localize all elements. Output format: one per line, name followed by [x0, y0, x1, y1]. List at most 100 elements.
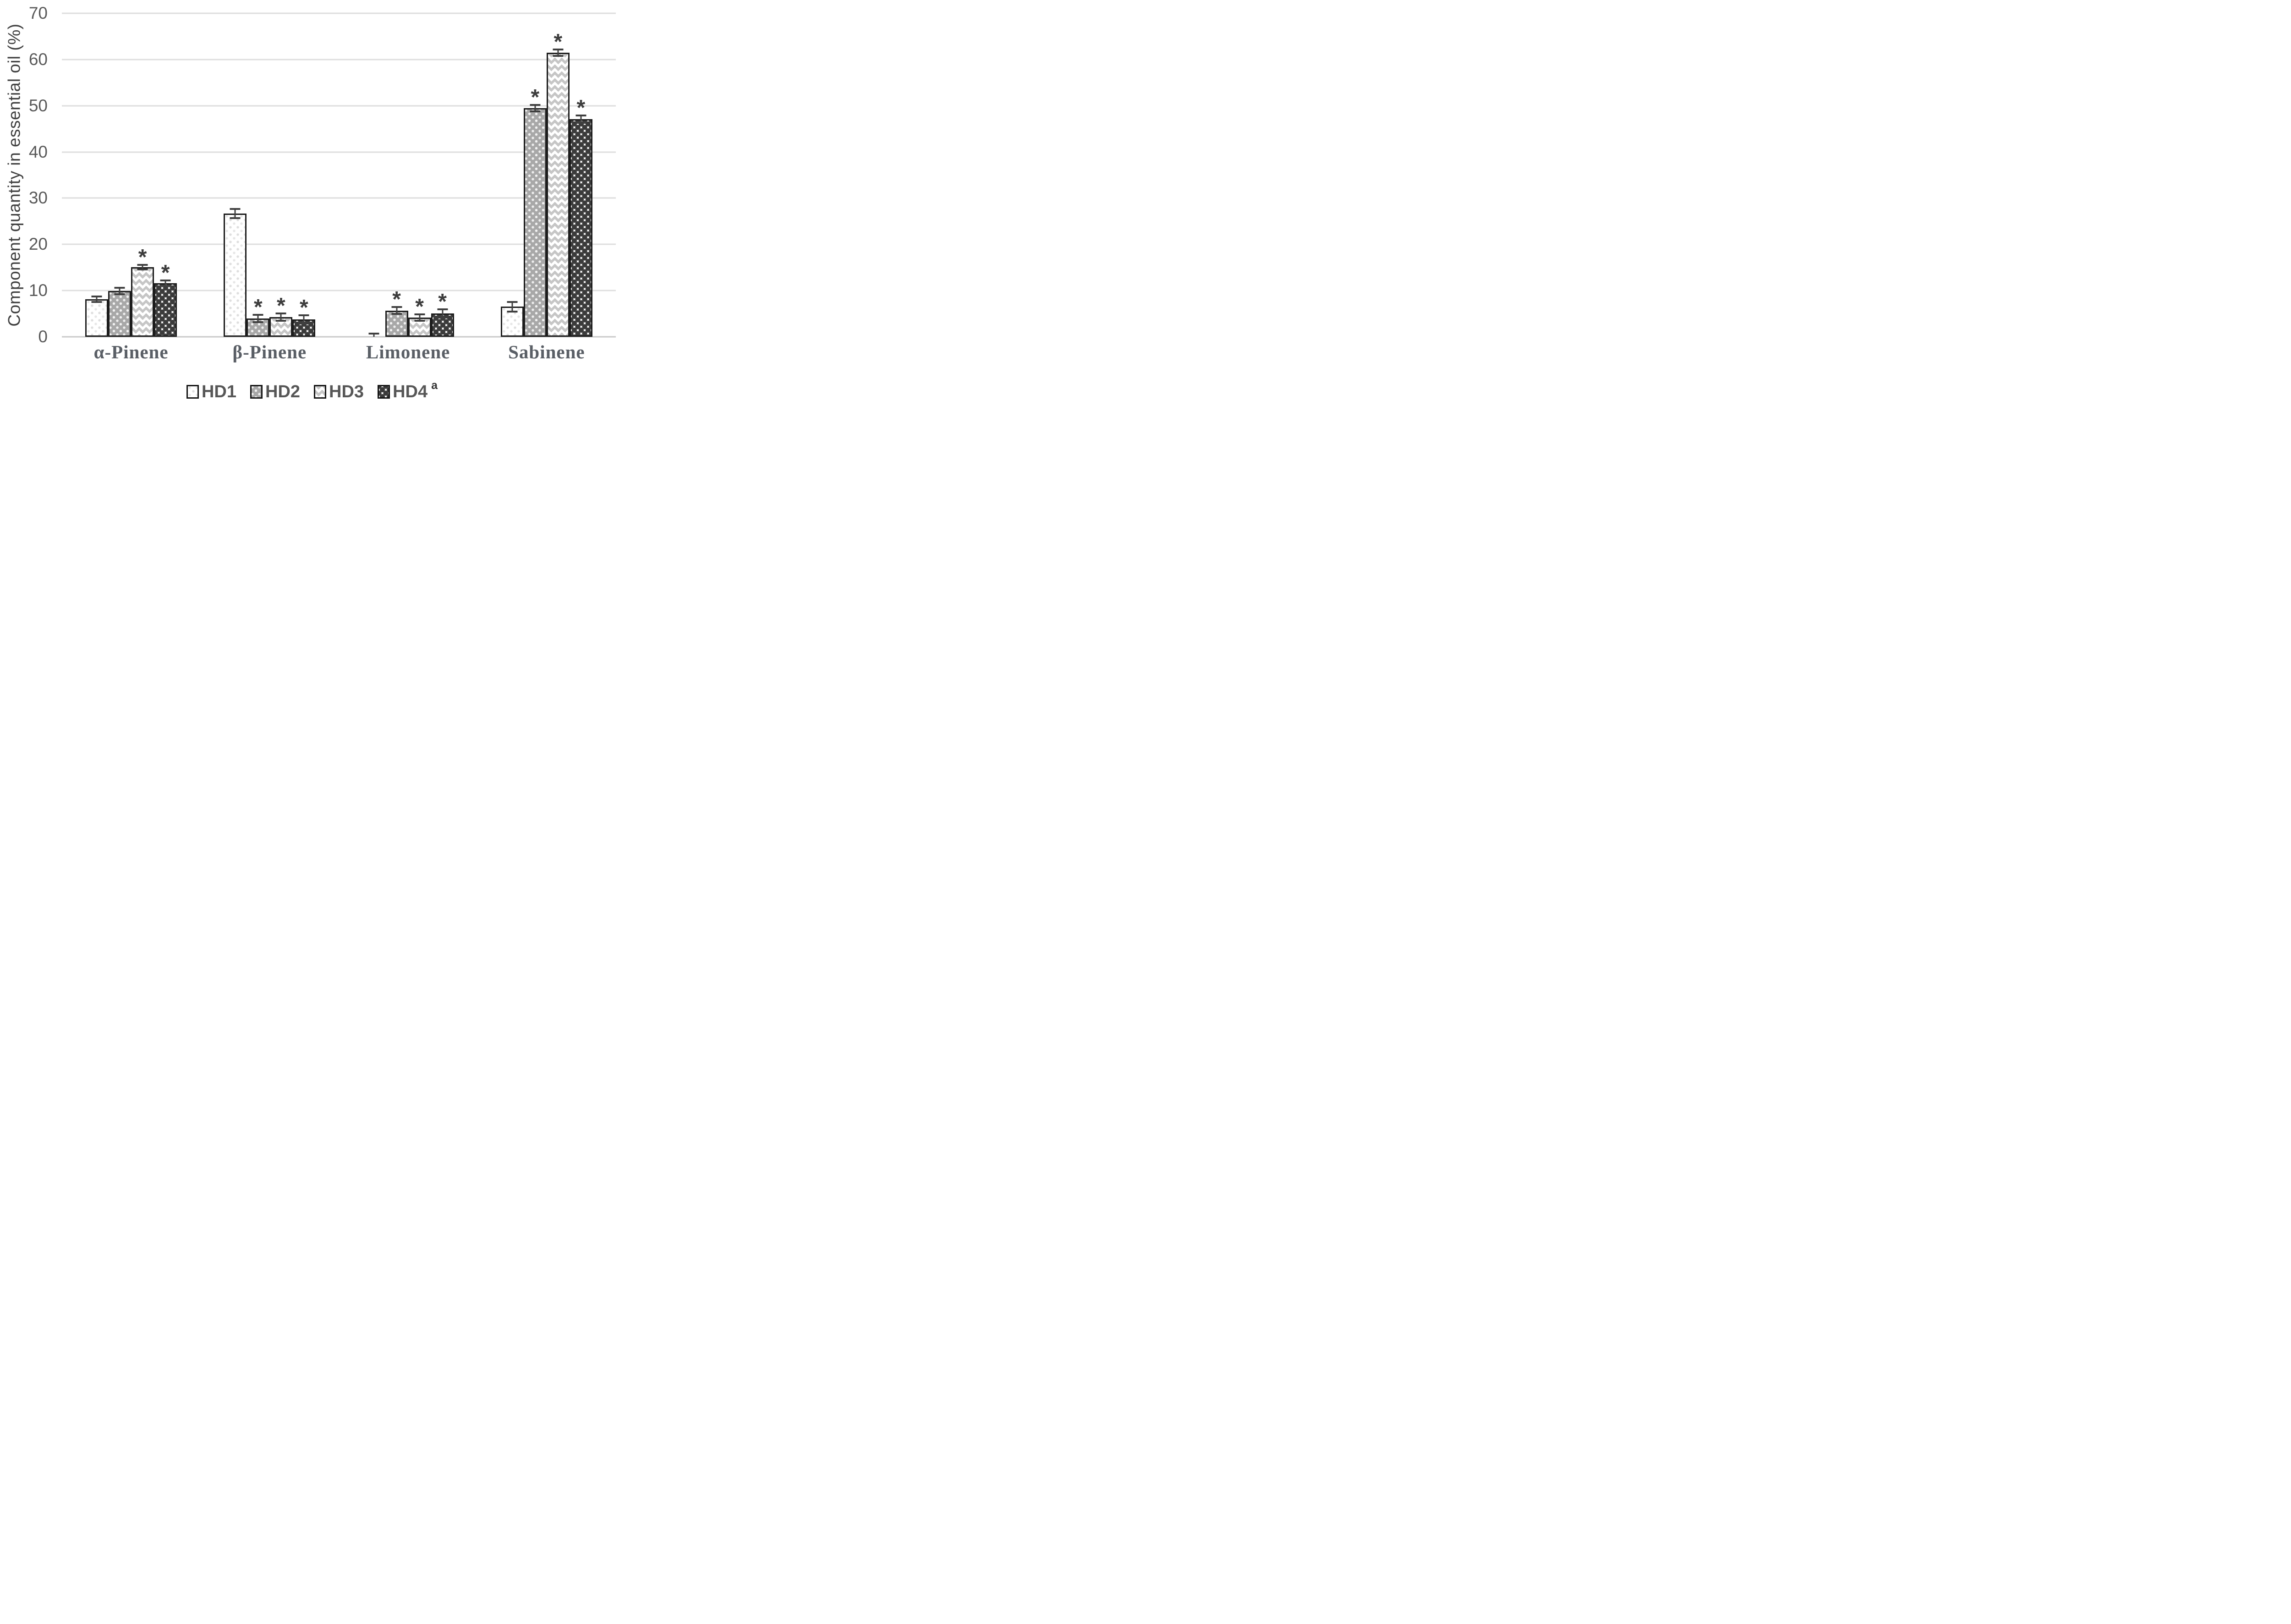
error-bar-cap-top	[368, 332, 379, 335]
bar-group-1: * *	[62, 13, 200, 337]
bar-cluster: * * *	[500, 13, 592, 337]
error-bar	[534, 104, 536, 111]
error-bar	[557, 49, 559, 56]
legend-item-hd1: HD1	[186, 383, 236, 401]
error-bar	[373, 333, 375, 337]
bar-slot	[85, 13, 109, 337]
bar-hd1-cat1	[85, 299, 109, 337]
error-bar-cap-bottom	[437, 316, 448, 318]
error-bar	[442, 309, 444, 318]
bar-hd3-cat2	[269, 317, 293, 337]
legend-marker-hd4	[378, 385, 390, 399]
error-bar-cap-bottom	[137, 268, 148, 270]
gridline	[62, 105, 616, 107]
error-bar	[142, 264, 143, 269]
bar-group-2: * * *	[200, 13, 339, 337]
error-bar-cap-top	[437, 308, 448, 310]
error-bar-cap-top	[414, 313, 425, 315]
error-bar-cap-bottom	[160, 285, 171, 287]
bar-cluster: * *	[85, 13, 177, 337]
y-tick-label: 10	[28, 281, 48, 300]
error-bar	[580, 115, 582, 123]
y-tick-label: 60	[28, 49, 48, 69]
legend-label-hd1: HD1	[201, 382, 237, 401]
significance-asterisk: *	[531, 85, 540, 110]
bar-hd4-cat1	[154, 283, 177, 337]
error-bar	[257, 314, 259, 322]
gridline	[62, 197, 616, 199]
error-bar	[511, 302, 513, 312]
error-bar-cap-bottom	[575, 122, 586, 124]
error-bar-cap-bottom	[530, 110, 541, 112]
bar-slot: *	[523, 13, 547, 337]
legend: HD1 HD2 HD3 HD4 a	[0, 379, 624, 402]
error-bar-cap-bottom	[553, 55, 564, 57]
bar-hd2-cat3	[385, 310, 408, 337]
bar-hd2-cat4	[523, 108, 547, 337]
error-bar-cap-bottom	[91, 301, 102, 303]
error-bar	[119, 288, 121, 295]
bar-group-4: * * *	[477, 13, 616, 337]
bar-slot: *	[154, 13, 177, 337]
bar-slot	[224, 13, 247, 337]
gridline	[62, 243, 616, 245]
legend-label-hd2: HD2	[265, 382, 301, 401]
significance-asterisk: *	[554, 29, 563, 54]
y-tick-label: 70	[28, 4, 48, 22]
legend-label-hd4-superscript: a	[431, 379, 438, 392]
significance-asterisk: *	[392, 287, 401, 312]
error-bar-cap-top	[575, 114, 586, 116]
legend-item-hd3: HD3	[314, 383, 364, 401]
y-tick-label: 30	[28, 188, 48, 208]
error-bar-cap-top	[91, 296, 102, 298]
bar-groups: * * * * * * * * * * *	[62, 13, 616, 337]
bar-slot: *	[247, 13, 270, 337]
legend-label-hd3: HD3	[329, 382, 364, 401]
significance-asterisk: *	[277, 293, 285, 318]
legend-marker-hd2	[250, 385, 263, 399]
error-bar	[303, 315, 305, 324]
bar-hd3-cat1	[131, 267, 154, 337]
gridline	[62, 290, 616, 291]
significance-asterisk: *	[438, 289, 447, 314]
error-bar-cap-bottom	[414, 319, 425, 322]
bar-hd3-cat3	[408, 317, 431, 337]
category-label-beta-pinene: β-Pinene	[232, 341, 307, 362]
error-bar-cap-top	[507, 301, 518, 303]
error-bar-cap-bottom	[507, 310, 518, 313]
category-label-alpha-pinene: α-Pinene	[93, 341, 169, 362]
y-axis-tick-labels: 0 10 20 30 40 50 60 70	[0, 4, 48, 346]
gridline	[62, 12, 616, 14]
gridline	[62, 151, 616, 153]
error-bar-cap-bottom	[230, 217, 241, 219]
plot-area: * * * * * * * * * * *	[62, 12, 616, 338]
error-bar-cap-bottom	[391, 313, 402, 315]
bar-hd1-cat2	[224, 213, 247, 337]
bar-slot: *	[569, 13, 592, 337]
error-bar	[164, 280, 166, 286]
y-tick-label: 20	[28, 235, 48, 254]
error-bar-cap-top	[252, 313, 263, 316]
bar-slot: *	[408, 13, 431, 337]
significance-asterisk: *	[254, 295, 263, 319]
error-bar-cap-bottom	[298, 322, 309, 324]
category-label-limonene: Limonene	[366, 341, 450, 362]
legend-marker-hd3	[314, 385, 327, 399]
error-bar-cap-top	[275, 312, 286, 314]
significance-asterisk: *	[576, 95, 586, 120]
bar-hd4-cat2	[292, 319, 316, 337]
legend-label-hd4: HD4	[393, 382, 428, 401]
error-bar-cap-top	[298, 314, 309, 316]
bar-slot: *	[546, 13, 570, 337]
legend-item-hd2: HD2	[250, 383, 300, 401]
error-bar-cap-bottom	[114, 293, 125, 296]
bar-slot	[500, 13, 524, 337]
bar-slot: *	[131, 13, 154, 337]
bar-hd3-cat4	[546, 52, 570, 337]
bar-slot: *	[269, 13, 293, 337]
error-bar-cap-top	[391, 306, 402, 308]
bar-slot: *	[385, 13, 408, 337]
error-bar-cap-top	[530, 104, 541, 106]
bar-slot: *	[292, 13, 316, 337]
gridline	[62, 336, 616, 338]
